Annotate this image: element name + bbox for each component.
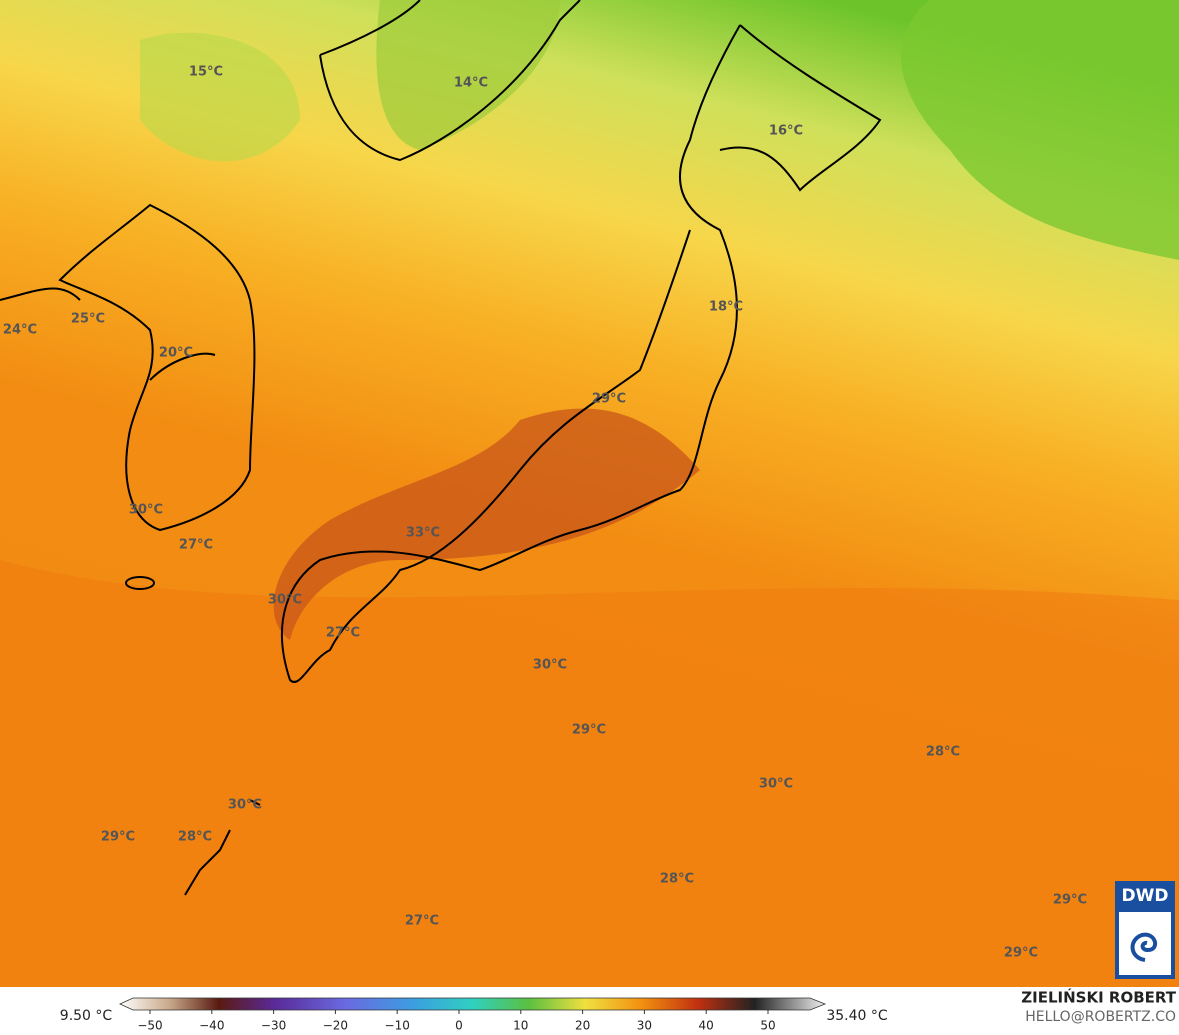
temperature-label: 29°C	[592, 392, 626, 407]
temperature-label: 29°C	[1004, 946, 1038, 961]
temperature-label: 15°C	[189, 65, 223, 80]
logo-text: DWD	[1122, 886, 1169, 906]
cool-region	[376, 0, 560, 150]
temperature-label: 27°C	[326, 626, 360, 641]
cool-region	[901, 0, 1179, 260]
colorbar-tick-label: 40	[699, 1019, 714, 1033]
temperature-label: 28°C	[660, 872, 694, 887]
temperature-label: 30°C	[129, 503, 163, 518]
temperature-label: 30°C	[228, 798, 262, 813]
colorbar	[119, 997, 827, 1011]
temperature-label: 28°C	[178, 830, 212, 845]
coastline	[319, 0, 581, 162]
coastline	[719, 24, 882, 192]
colorbar-tick-label: 0	[455, 1019, 463, 1033]
warm-region	[0, 560, 1179, 987]
temperature-label: 33°C	[406, 526, 440, 541]
colorbar-tick-label: −40	[199, 1019, 224, 1033]
logo-swirl	[1130, 932, 1158, 962]
temperature-label: 29°C	[572, 723, 606, 738]
footer	[0, 987, 1179, 1035]
contact: HELLO@ROBERTZ.CO	[1025, 1009, 1176, 1025]
colorbar-ticks: −50 −40 −30 −20 −10 0 10 20 30 40 50	[137, 1010, 776, 1033]
coastline	[281, 24, 741, 683]
colorbar-tick-label: −20	[323, 1019, 348, 1033]
legend-min: 9.50 °C	[60, 1008, 113, 1024]
colorbar-tick-label: −50	[137, 1019, 162, 1033]
colorbar-tick-label: −30	[261, 1019, 286, 1033]
temperature-label: 24°C	[3, 323, 37, 338]
temperature-label: 30°C	[759, 777, 793, 792]
author: ZIELIŃSKI ROBERT	[1021, 988, 1176, 1007]
temperature-label: 27°C	[405, 914, 439, 929]
colorbar-tick-label: −10	[385, 1019, 410, 1033]
map-labels: 15°C 14°C 16°C 24°C 25°C 18°C 20°C 29°C 30°C 27°C…	[3, 65, 1087, 961]
colorbar-tick-label: 10	[513, 1019, 528, 1033]
temperature-label: 16°C	[769, 124, 803, 139]
colorbar-tick-label: 30	[637, 1019, 652, 1033]
temperature-label: 28°C	[926, 745, 960, 760]
temperature-label: 27°C	[179, 538, 213, 553]
temperature-label: 14°C	[454, 76, 488, 91]
temperature-label: 20°C	[159, 346, 193, 361]
temperature-label: 18°C	[709, 300, 743, 315]
temperature-label: 25°C	[71, 312, 105, 327]
coastlines	[0, 0, 882, 896]
coastline	[58, 203, 256, 532]
island	[125, 576, 155, 590]
legend-max: 35.40 °C	[826, 1008, 888, 1024]
temperature-label: 29°C	[101, 830, 135, 845]
temperature-label: 30°C	[533, 658, 567, 673]
temperature-label: 29°C	[1053, 893, 1087, 908]
hot-land	[273, 408, 700, 640]
coastline	[184, 799, 261, 896]
coastline	[0, 287, 216, 381]
temperature-label: 30°C	[268, 593, 302, 608]
colorbar-tick-label: 20	[575, 1019, 590, 1033]
colorbar-tick-label: 50	[760, 1019, 775, 1033]
cool-region	[140, 32, 300, 162]
